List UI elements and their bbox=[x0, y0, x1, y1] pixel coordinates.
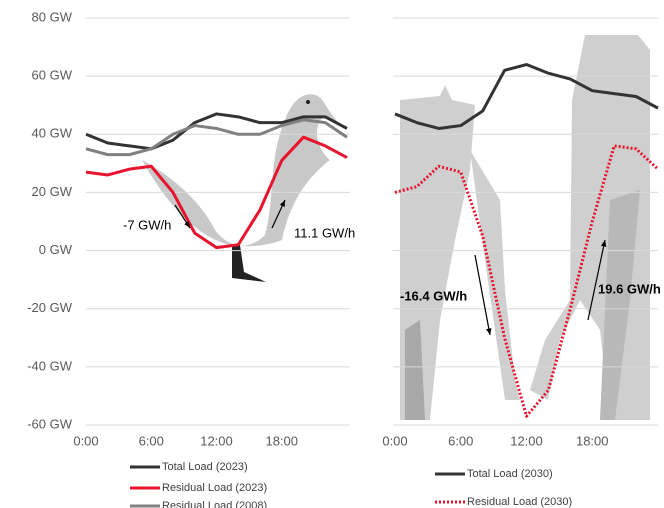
legend-label: Residual Load (2030) bbox=[467, 496, 572, 508]
annotation: 19.6 GW/h bbox=[598, 281, 661, 296]
y-tick-label: -40 GW bbox=[27, 358, 73, 373]
y-tick-label: 40 GW bbox=[32, 126, 73, 141]
legend-label: Residual Load (2008) bbox=[162, 500, 267, 508]
y-tick-label: -60 GW bbox=[27, 416, 73, 431]
y-tick-label: 0 GW bbox=[39, 242, 73, 257]
legend-label: Total Load (2030) bbox=[467, 468, 553, 480]
x-tick-label: 0:00 bbox=[73, 433, 98, 448]
arrow-head bbox=[486, 328, 491, 335]
annotation: -7 GW/h bbox=[123, 217, 171, 232]
annotation: 11.1 GW/h bbox=[294, 225, 355, 240]
x-tick-label: 18:00 bbox=[265, 433, 298, 448]
annotation: -16.4 GW/h bbox=[400, 288, 467, 303]
x-tick-label: 6:00 bbox=[139, 433, 164, 448]
x-tick-label: 12:00 bbox=[510, 433, 543, 448]
legend-label: Residual Load (2023) bbox=[162, 482, 267, 494]
y-tick-label: 60 GW bbox=[32, 68, 73, 83]
x-tick-label: 12:00 bbox=[200, 433, 233, 448]
legend-label: Total Load (2023) bbox=[162, 461, 248, 473]
y-tick-label: -20 GW bbox=[27, 300, 73, 315]
chart: -60 GW -40 GW -20 GW 0 GW 20 GW 40 GW 60 GW 80 … bbox=[0, 0, 664, 508]
x-tick-label: 0:00 bbox=[382, 433, 407, 448]
y-tick-label: 80 GW bbox=[32, 9, 73, 24]
y-tick-label: 20 GW bbox=[32, 184, 73, 199]
page: {"chart_data": [ {"type": "line", "x": [… bbox=[0, 0, 664, 508]
x-tick-label: 18:00 bbox=[576, 433, 609, 448]
x-tick-label: 6:00 bbox=[448, 433, 473, 448]
duck-silhouette bbox=[142, 94, 338, 282]
